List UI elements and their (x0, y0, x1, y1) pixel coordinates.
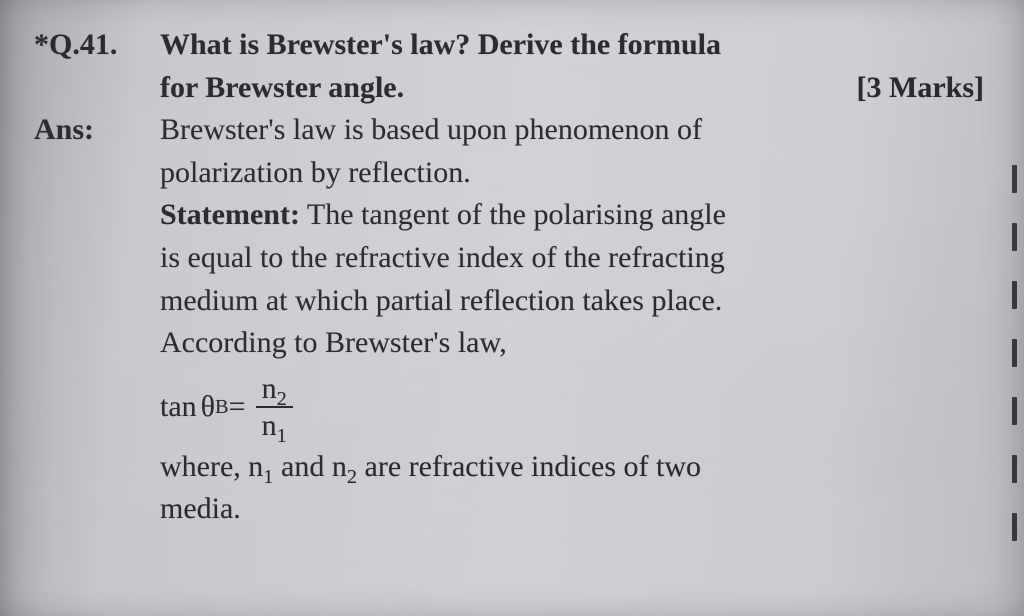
where-pre: where, (160, 450, 248, 483)
formula-num-n: n (262, 372, 277, 405)
where-row-1: where, n1 and n2 are refractive indices … (34, 446, 984, 489)
formula-row: tan θB = n2 n1 (34, 365, 984, 446)
label-spacer (34, 280, 160, 323)
statement-row-3: medium at which partial reflection takes… (34, 280, 984, 323)
formula-denominator: n1 (256, 410, 293, 442)
question-marks: [3 Marks] (857, 67, 984, 110)
formula-tan: tan (160, 386, 197, 429)
label-spacer (34, 365, 160, 446)
question-text-line-1: What is Brewster's law? Derive the formu… (160, 24, 984, 67)
according-text: According to Brewster's law, (160, 322, 984, 365)
statement-line-1: Statement: The tangent of the polarising… (160, 194, 984, 237)
label-spacer (34, 152, 160, 195)
where-and: and (274, 450, 332, 483)
scanned-page: *Q.41. What is Brewster's law? Derive th… (0, 0, 1024, 616)
where-n1-sub: 1 (263, 466, 273, 488)
label-spacer (34, 446, 160, 489)
label-spacer (34, 322, 160, 365)
question-line-2-content: for Brewster angle. [3 Marks] (160, 67, 984, 110)
statement-line-1-rest: The tangent of the polarising angle (300, 198, 726, 231)
statement-row-2: is equal to the refractive index of the … (34, 237, 984, 280)
statement-line-2: is equal to the refractive index of the … (160, 237, 984, 280)
answer-row-2: polarization by reflection. (34, 152, 984, 195)
answer-para1-line1: Brewster's law is based upon phenomenon … (160, 109, 984, 152)
where-line-2: media. (160, 488, 984, 531)
statement-label: Statement: (160, 198, 300, 231)
where-n2-sub: 2 (347, 466, 357, 488)
label-spacer (34, 488, 160, 531)
formula-theta: θ (201, 386, 215, 429)
formula-den-sub: 1 (277, 425, 287, 447)
where-n1-n: n (248, 450, 263, 483)
answer-row-1: Ans: Brewster's law is based upon phenom… (34, 109, 984, 152)
answer-label: Ans: (34, 109, 160, 152)
question-row-1: *Q.41. What is Brewster's law? Derive th… (34, 24, 984, 67)
statement-line-3: medium at which partial reflection takes… (160, 280, 984, 323)
label-spacer (34, 237, 160, 280)
fraction-bar (256, 406, 293, 408)
formula-den-n: n (262, 409, 277, 442)
formula-fraction: n2 n1 (256, 373, 293, 442)
label-spacer (34, 194, 160, 237)
formula-content: tan θB = n2 n1 (160, 365, 984, 446)
brewster-formula: tan θB = n2 n1 (160, 373, 984, 442)
scan-edge-artifact (1012, 150, 1018, 556)
question-text-line-2: for Brewster angle. (160, 67, 404, 110)
where-row-2: media. (34, 488, 984, 531)
where-line-1: where, n1 and n2 are refractive indices … (160, 446, 984, 489)
formula-equals: = (229, 386, 246, 429)
according-row: According to Brewster's law, (34, 322, 984, 365)
label-spacer (34, 67, 160, 110)
answer-para1-line2: polarization by reflection. (160, 152, 984, 195)
question-number: *Q.41. (34, 24, 160, 67)
formula-numerator: n2 (256, 373, 293, 405)
question-row-2: for Brewster angle. [3 Marks] (34, 67, 984, 110)
where-n2-n: n (332, 450, 347, 483)
where-post: are refractive indices of two (357, 450, 701, 483)
statement-row-1: Statement: The tangent of the polarising… (34, 194, 984, 237)
